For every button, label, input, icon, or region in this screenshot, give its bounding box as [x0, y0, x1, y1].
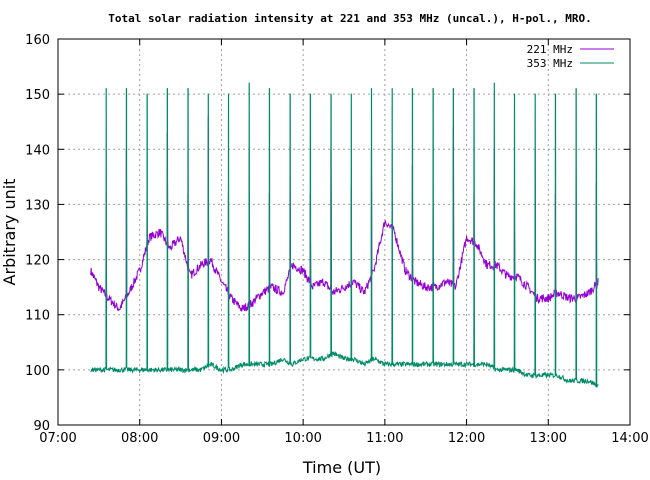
series-line-353-mhz: [90, 82, 599, 388]
y-tick-label: 100: [25, 364, 50, 379]
y-axis-ticks: 90 100 110 120 130 140 150 160: [25, 33, 630, 434]
y-tick-label: 90: [33, 419, 50, 434]
x-axis-label: Time (UT): [302, 458, 381, 477]
x-tick-label: 08:00: [121, 431, 158, 446]
chart-title: Total solar radiation intensity at 221 a…: [108, 12, 591, 25]
legend: 221 MHz 353 MHz: [527, 43, 614, 70]
x-tick-label: 10:00: [284, 431, 321, 446]
y-axis-label: Arbitrary unit: [0, 179, 19, 286]
x-axis-ticks: 07:00 08:00 09:00 10:00 11:00 12:00 13:00 14:00: [39, 39, 649, 446]
y-tick-label: 140: [25, 143, 50, 158]
plot-frame: [57, 38, 631, 426]
x-tick-label: 14:00: [611, 431, 648, 446]
x-tick-label: 12:00: [448, 431, 485, 446]
y-tick-label: 130: [25, 198, 50, 213]
y-tick-label: 120: [25, 254, 50, 269]
y-tick-label: 160: [25, 33, 50, 48]
x-tick-label: 09:00: [203, 431, 240, 446]
legend-label-353: 353 MHz: [527, 57, 573, 70]
grid: [58, 39, 630, 425]
y-tick-label: 110: [25, 309, 50, 324]
x-tick-label: 13:00: [530, 431, 567, 446]
y-tick-label: 150: [25, 88, 50, 103]
x-tick-label: 07:00: [39, 431, 76, 446]
series-group: [90, 82, 599, 388]
legend-label-221: 221 MHz: [527, 43, 573, 56]
x-tick-label: 11:00: [366, 431, 403, 446]
